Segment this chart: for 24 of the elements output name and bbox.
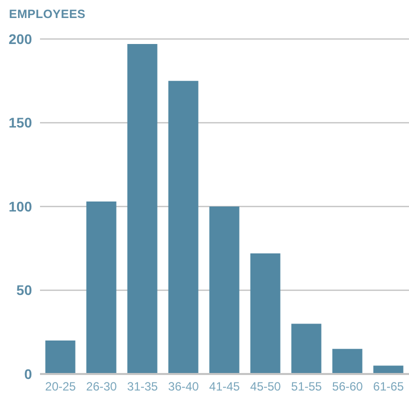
bar <box>291 324 322 374</box>
bar <box>127 44 158 374</box>
y-tick-label: 200 <box>8 30 32 47</box>
bar <box>250 253 280 374</box>
bar <box>168 80 198 374</box>
y-tick-label: 50 <box>16 282 32 298</box>
x-tick-label: 56-60 <box>332 380 364 394</box>
bar <box>332 348 362 374</box>
y-tick-label: 150 <box>8 114 32 131</box>
y-axis-title: EMPLOYEES <box>9 7 86 21</box>
x-tick-label: 36-40 <box>168 380 200 394</box>
bar <box>209 206 240 374</box>
x-tick-label: 45-50 <box>250 380 282 394</box>
y-tick-label: 100 <box>8 198 32 214</box>
x-tick-label: 41-45 <box>209 380 240 394</box>
x-tick-label: 61-65 <box>373 380 404 394</box>
y-tick-label: 0 <box>24 366 32 382</box>
x-tick-label: 20-25 <box>45 380 76 394</box>
x-tick-label: 31-35 <box>127 380 158 394</box>
bar <box>86 201 116 374</box>
bar <box>45 340 76 374</box>
x-tick-label: 51-55 <box>291 380 322 394</box>
bar <box>373 366 404 374</box>
x-tick-label: 26-30 <box>86 380 118 394</box>
